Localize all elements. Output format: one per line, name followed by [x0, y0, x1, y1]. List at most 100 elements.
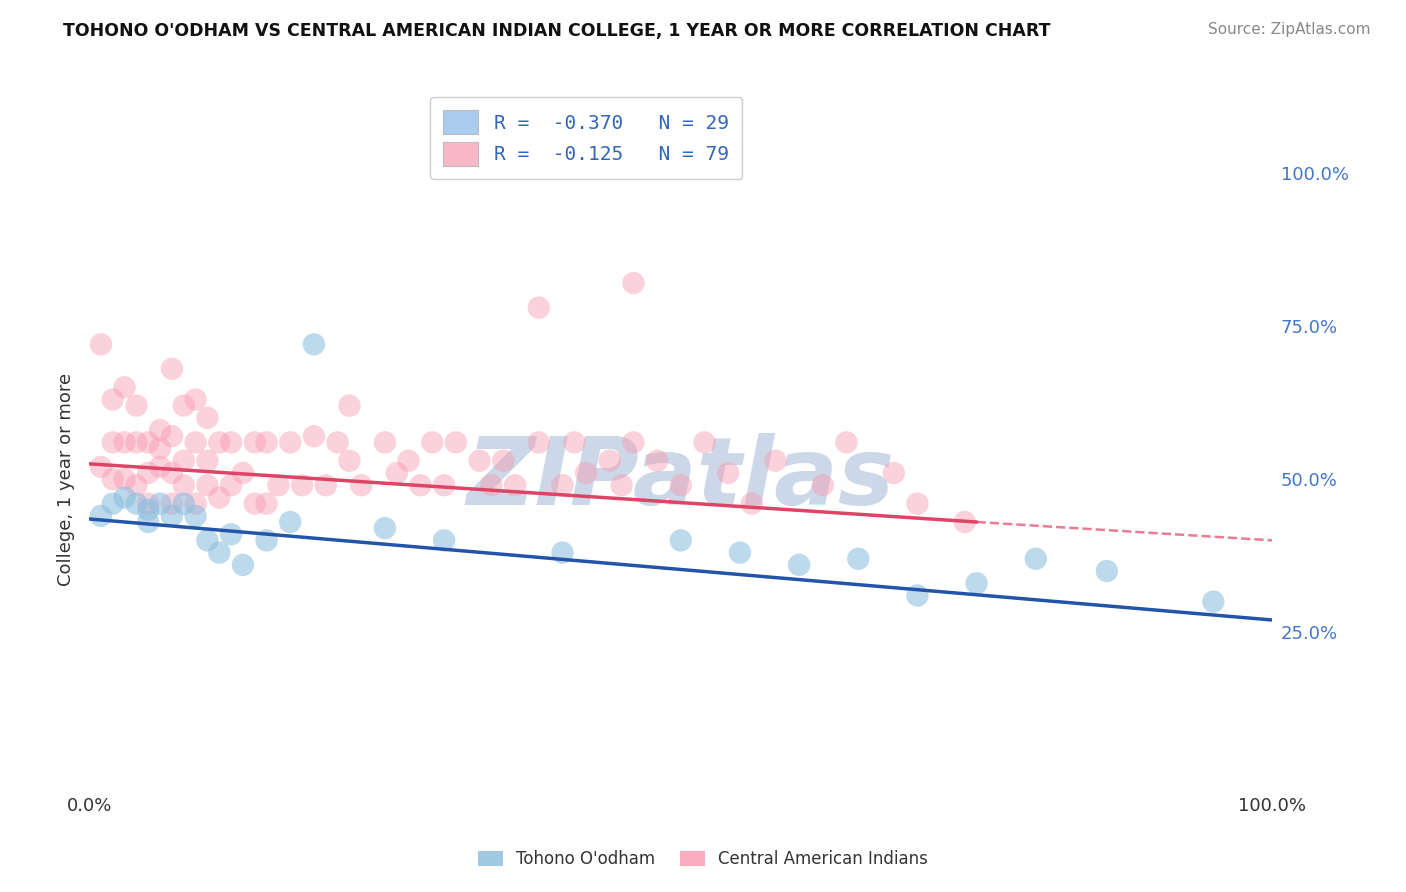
Point	[173, 454, 195, 468]
Point	[527, 435, 550, 450]
Point	[160, 497, 183, 511]
Point	[101, 497, 124, 511]
Point	[562, 435, 585, 450]
Point	[846, 551, 869, 566]
Legend: R =  -0.370   N = 29, R =  -0.125   N = 79: R = -0.370 N = 29, R = -0.125 N = 79	[430, 96, 742, 179]
Point	[907, 589, 929, 603]
Point	[728, 546, 751, 560]
Point	[669, 478, 692, 492]
Point	[433, 478, 456, 492]
Point	[966, 576, 988, 591]
Point	[1025, 551, 1047, 566]
Point	[551, 478, 574, 492]
Point	[232, 558, 254, 572]
Point	[101, 435, 124, 450]
Point	[693, 435, 716, 450]
Point	[444, 435, 467, 450]
Point	[160, 508, 183, 523]
Point	[197, 478, 219, 492]
Point	[575, 466, 598, 480]
Point	[623, 435, 645, 450]
Point	[374, 435, 396, 450]
Point	[219, 527, 242, 541]
Point	[326, 435, 349, 450]
Point	[953, 515, 976, 529]
Point	[114, 491, 136, 505]
Point	[125, 435, 148, 450]
Point	[374, 521, 396, 535]
Point	[173, 497, 195, 511]
Point	[398, 454, 420, 468]
Point	[291, 478, 314, 492]
Point	[278, 515, 301, 529]
Point	[468, 454, 491, 468]
Point	[527, 301, 550, 315]
Point	[160, 429, 183, 443]
Point	[623, 276, 645, 290]
Point	[599, 454, 621, 468]
Point	[160, 362, 183, 376]
Point	[173, 399, 195, 413]
Point	[114, 472, 136, 486]
Point	[232, 466, 254, 480]
Point	[811, 478, 834, 492]
Point	[503, 478, 526, 492]
Point	[481, 478, 503, 492]
Point	[149, 459, 172, 474]
Legend: Tohono O'odham, Central American Indians: Tohono O'odham, Central American Indians	[471, 844, 935, 875]
Point	[1202, 594, 1225, 608]
Point	[125, 497, 148, 511]
Point	[256, 533, 278, 548]
Point	[136, 502, 159, 516]
Point	[219, 435, 242, 450]
Point	[125, 399, 148, 413]
Point	[136, 497, 159, 511]
Point	[256, 435, 278, 450]
Text: ZIPatlas: ZIPatlas	[467, 434, 894, 525]
Point	[184, 392, 207, 407]
Point	[302, 429, 325, 443]
Point	[610, 478, 633, 492]
Point	[787, 558, 810, 572]
Point	[173, 478, 195, 492]
Point	[492, 454, 515, 468]
Point	[278, 435, 301, 450]
Point	[243, 435, 266, 450]
Point	[741, 497, 763, 511]
Point	[645, 454, 668, 468]
Point	[125, 478, 148, 492]
Point	[267, 478, 290, 492]
Point	[315, 478, 337, 492]
Point	[717, 466, 740, 480]
Point	[835, 435, 858, 450]
Point	[184, 435, 207, 450]
Point	[243, 497, 266, 511]
Point	[883, 466, 905, 480]
Point	[385, 466, 408, 480]
Point	[101, 472, 124, 486]
Point	[136, 515, 159, 529]
Point	[90, 508, 112, 523]
Y-axis label: College, 1 year or more: College, 1 year or more	[58, 373, 75, 586]
Point	[149, 423, 172, 437]
Point	[197, 454, 219, 468]
Point	[90, 337, 112, 351]
Point	[350, 478, 373, 492]
Point	[114, 435, 136, 450]
Point	[197, 533, 219, 548]
Point	[339, 454, 361, 468]
Point	[184, 497, 207, 511]
Point	[160, 466, 183, 480]
Point	[302, 337, 325, 351]
Point	[208, 546, 231, 560]
Point	[90, 459, 112, 474]
Point	[433, 533, 456, 548]
Point	[149, 497, 172, 511]
Point	[551, 546, 574, 560]
Point	[136, 435, 159, 450]
Point	[208, 491, 231, 505]
Point	[219, 478, 242, 492]
Point	[208, 435, 231, 450]
Point	[409, 478, 432, 492]
Point	[339, 399, 361, 413]
